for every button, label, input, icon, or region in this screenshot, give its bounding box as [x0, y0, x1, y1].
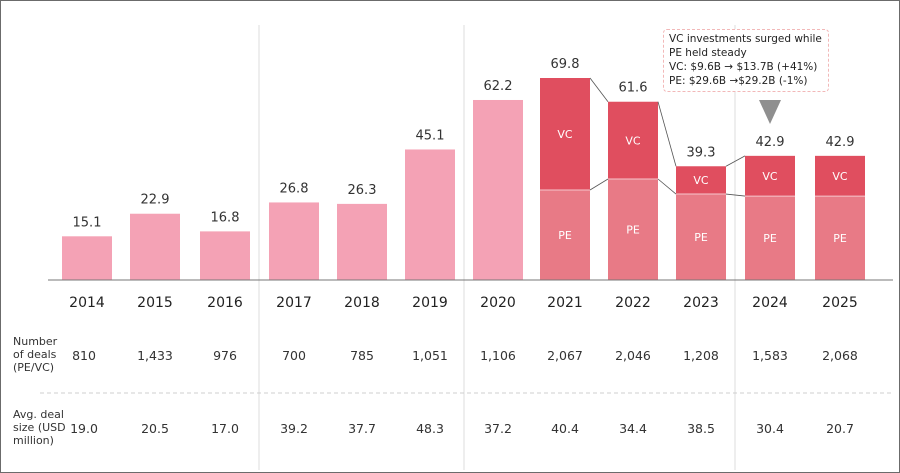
segment-label-pe: PE	[558, 229, 572, 242]
value-label: 26.3	[348, 183, 377, 198]
value-label: 26.8	[280, 181, 309, 196]
value-label: 42.9	[826, 135, 855, 150]
x-tick-label: 2018	[344, 295, 380, 311]
connector-top	[725, 155, 746, 167]
table-cell: 34.4	[619, 421, 647, 436]
segment-labels: VC PE VC PE VC PE VC PE VC PE	[557, 128, 848, 245]
segment-label-pe: PE	[763, 232, 777, 245]
table-cell: 1,208	[683, 348, 719, 363]
table-cell: 2,046	[615, 348, 651, 363]
segment-label-pe: PE	[833, 232, 847, 245]
value-label: 42.9	[756, 135, 785, 150]
table-cell: 2,067	[547, 348, 583, 363]
callout-line: PE held steady	[669, 47, 747, 59]
table-cell: 1,433	[137, 348, 173, 363]
bar-vc-2025	[815, 155, 865, 197]
x-tick-label: 2015	[137, 295, 173, 311]
table-cell: 38.5	[687, 421, 715, 436]
bar-2016	[200, 231, 250, 280]
segment-label-vc: VC	[557, 128, 573, 141]
connector-top	[657, 101, 677, 167]
callout-line: VC: $9.6B → $13.7B (+41%)	[669, 61, 818, 73]
x-tick-label: 2017	[276, 295, 312, 311]
x-tick-label: 2016	[207, 295, 243, 311]
value-label: 69.8	[551, 57, 580, 72]
bar-vc-2021	[540, 78, 590, 190]
value-label: 61.6	[619, 81, 648, 96]
bar-vc-2023	[676, 166, 726, 195]
bar-pe-2023	[676, 194, 726, 280]
bar-pe-2024	[745, 196, 795, 280]
x-tick-label: 2024	[752, 295, 788, 311]
segment-label-pe: PE	[694, 231, 708, 244]
x-tick-label: 2021	[547, 295, 583, 311]
x-tick-label: 2023	[683, 295, 719, 311]
table-cell: 40.4	[551, 421, 579, 436]
table-cell: 37.7	[348, 421, 376, 436]
bar-pe-2022	[608, 179, 658, 280]
value-label: 22.9	[141, 193, 170, 208]
segment-label-pe: PE	[626, 224, 640, 237]
x-tick-label: 2022	[615, 295, 651, 311]
value-label: 45.1	[416, 128, 445, 143]
table-cell: 1,583	[752, 348, 788, 363]
annotation-callout: VC investments surged while PE held stea…	[663, 29, 829, 92]
segment-label-vc: VC	[832, 170, 848, 183]
table-row-label: Avg. deal size (USD million)	[13, 408, 66, 447]
callout-line: VC investments surged while	[669, 33, 822, 45]
bar-pe-2025	[815, 196, 865, 280]
segment-label-vc: VC	[625, 134, 641, 147]
bar-vc-2024	[745, 155, 795, 197]
bar-2018	[337, 203, 387, 280]
segment-label-vc: VC	[762, 170, 778, 183]
x-tick-label: 2020	[480, 295, 516, 311]
table-cell: 19.0	[70, 421, 98, 436]
table-cell: 1,051	[412, 348, 448, 363]
table-cell: 37.2	[484, 421, 512, 436]
connector-top	[589, 77, 609, 102]
bar-2019	[405, 149, 455, 280]
table-cell: 2,068	[822, 348, 858, 363]
bar-2014	[62, 236, 112, 280]
table-cell: 17.0	[211, 421, 239, 436]
bar-2020	[473, 99, 523, 281]
table-cell: 810	[72, 348, 96, 363]
connector-split	[589, 178, 609, 191]
value-labels: 15.1 22.9 16.8 26.8 26.3 45.1 62.2 69.8 61.6 39.3…	[73, 57, 855, 230]
segment-label-vc: VC	[693, 174, 709, 187]
table-cell: 1,106	[480, 348, 516, 363]
value-label: 15.1	[73, 215, 102, 230]
table-cell: 39.2	[280, 421, 308, 436]
value-label: 39.3	[687, 145, 716, 160]
connector-lines	[589, 77, 746, 197]
x-tick-label: 2019	[412, 295, 448, 311]
x-tick-label: 2025	[822, 295, 858, 311]
table-cell: 976	[213, 348, 237, 363]
connector-split	[657, 178, 677, 195]
value-label: 62.2	[484, 79, 513, 94]
table-row-label: Number of deals (PE/VC)	[13, 335, 58, 374]
callout-line: PE: $29.6B →$29.2B (-1%)	[669, 75, 808, 87]
table-cell: 20.5	[141, 421, 169, 436]
bars	[62, 78, 865, 281]
table-cell: 785	[350, 348, 374, 363]
bar-2017	[269, 202, 319, 280]
bar-vc-2022	[608, 101, 658, 179]
table-cell: 30.4	[756, 421, 784, 436]
callout-pointer-icon	[759, 100, 781, 124]
x-tick-label: 2014	[69, 295, 105, 311]
table-cell: 20.7	[826, 421, 854, 436]
group-dividers	[258, 25, 736, 470]
value-label: 16.8	[211, 210, 240, 225]
connector-split	[725, 193, 746, 197]
table-cell: 48.3	[416, 421, 444, 436]
bar-2015	[130, 213, 180, 280]
bar-pe-2021	[540, 189, 590, 280]
table-cell: 700	[282, 348, 306, 363]
